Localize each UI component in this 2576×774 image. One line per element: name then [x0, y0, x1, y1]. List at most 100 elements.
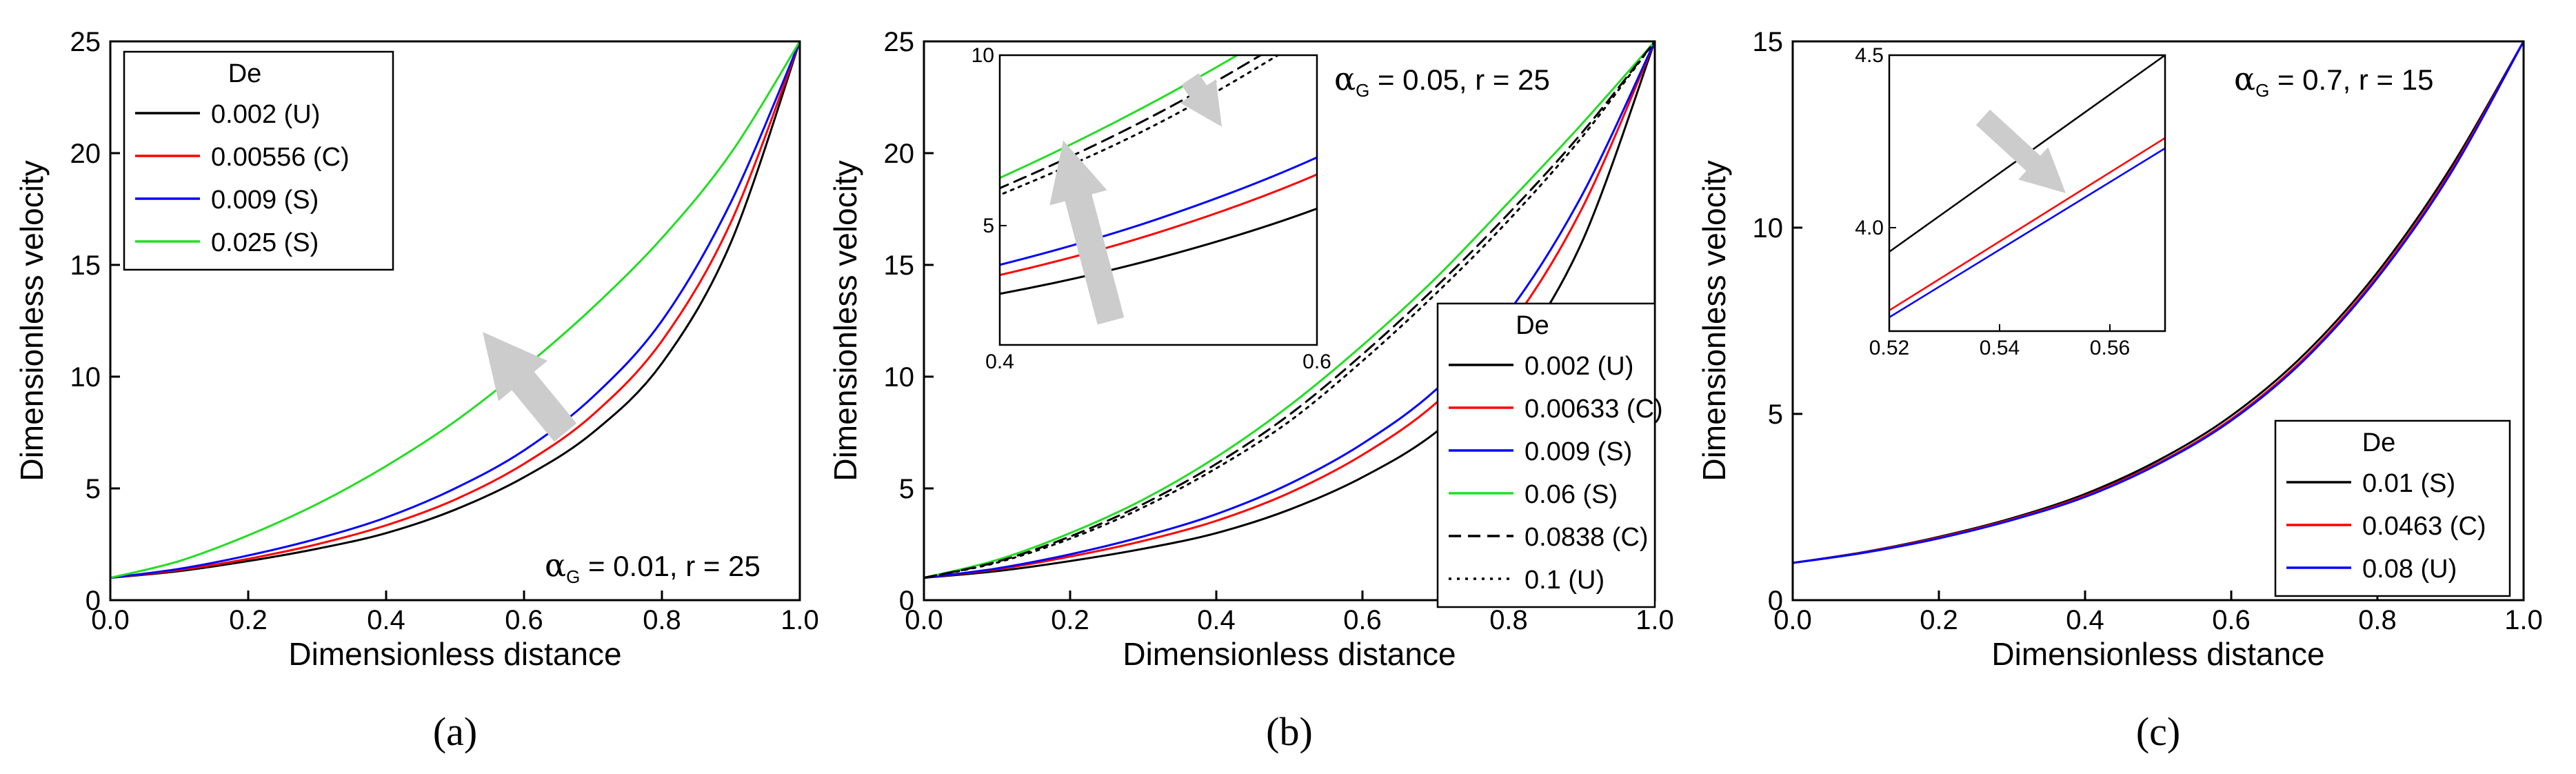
x-axis-label: Dimensionless distance — [1123, 636, 1456, 672]
series-line — [1000, 156, 1317, 266]
x-tick-label: 0.2 — [229, 605, 268, 635]
series-line — [1000, 173, 1317, 277]
panel-a: 0.0 0.2 0.4 0.6 0.8 1.0 0 5 10 15 20 25 Dimensionles… — [14, 27, 819, 754]
inset-x-tick-label: 0.6 — [1302, 350, 1331, 373]
x-tick-label: 0.8 — [1489, 605, 1528, 635]
legend-label: 0.08 (U) — [2362, 555, 2457, 584]
legend-box — [123, 50, 394, 271]
trend-arrow — [483, 332, 577, 442]
x-tick-label: 1.0 — [2504, 605, 2543, 635]
series-line — [110, 41, 800, 579]
legend-label: 0.009 (S) — [1525, 437, 1632, 466]
series-line — [110, 41, 800, 579]
panel-label: (c) — [2136, 709, 2180, 754]
series-group — [1793, 41, 2524, 564]
series-line — [924, 41, 1655, 579]
x-tick-label: 0.4 — [367, 605, 405, 635]
x-tick-label: 0.0 — [91, 605, 130, 635]
series-line — [110, 41, 800, 579]
y-tick-label: 5 — [85, 474, 101, 504]
legend-label: 0.0838 (C) — [1525, 523, 1649, 552]
inset-y-tick-label: 4.0 — [1855, 217, 1884, 239]
inset-plot: 0.4 0.6 5 10 — [972, 44, 1331, 373]
y-axis-label: Dimensionless velocity — [827, 160, 863, 481]
panel-c: 0.0 0.2 0.4 0.6 0.8 1.0 0 5 10 15 Dimensionless di… — [1696, 27, 2543, 754]
x-tick-label: 1.0 — [1636, 605, 1674, 635]
inset-frame — [998, 54, 1318, 346]
legend-label: 0.025 (S) — [211, 228, 319, 257]
x-axis-label: Dimensionless distance — [1991, 636, 2324, 672]
y-tick-label: 15 — [1753, 27, 1784, 57]
series-line — [1793, 41, 2524, 564]
y-axis-label: Dimensionless velocity — [14, 160, 50, 481]
series-group — [1000, 55, 1317, 295]
series-line — [1000, 55, 1263, 190]
inset-background — [1889, 55, 2165, 331]
legend-title: De — [228, 59, 262, 88]
inset-x-tick-label: 0.56 — [2090, 337, 2130, 359]
legend-label: 0.009 (S) — [211, 186, 319, 215]
series-line — [110, 41, 800, 579]
y-tick-label: 10 — [884, 362, 915, 393]
inset-frame — [1888, 54, 2166, 333]
series-line — [924, 41, 1655, 579]
inset-x-tick-label: 0.54 — [1980, 337, 2020, 359]
y-tick-label: 15 — [70, 250, 101, 281]
legend-label: 0.002 (U) — [1525, 352, 1633, 381]
inset-trend-arrow — [1180, 73, 1222, 127]
series-line — [1000, 207, 1317, 295]
series-line — [1000, 55, 1240, 179]
y-tick-label: 15 — [884, 250, 915, 281]
x-tick-label: 0.8 — [643, 605, 681, 635]
y-tick-label: 5 — [899, 474, 914, 504]
x-tick-label: 0.2 — [1051, 605, 1089, 635]
legend-label: 0.01 (S) — [2362, 469, 2455, 498]
legend-title: De — [2362, 428, 2396, 457]
inset-y-tick-label: 10 — [972, 44, 994, 67]
y-tick-label: 5 — [1768, 399, 1783, 430]
x-tick-label: 0.8 — [2358, 605, 2397, 635]
legend-label: 0.002 (U) — [211, 100, 320, 129]
x-tick-label: 0.4 — [1197, 605, 1236, 635]
x-tick-label: 0.2 — [1920, 605, 1958, 635]
legend-label: 0.06 (S) — [1525, 480, 1618, 509]
inset-trend-arrow — [1049, 140, 1125, 325]
panel-b: 0.0 0.2 0.4 0.6 0.8 1.0 0 5 10 15 20 25 Dimensionles… — [827, 27, 1674, 754]
x-tick-label: 0.6 — [1343, 605, 1382, 635]
legend-label: 0.00556 (C) — [211, 143, 350, 172]
inset-y-tick-label: 4.5 — [1855, 44, 1884, 67]
inset-x-tick-label: 0.52 — [1869, 337, 1909, 359]
y-tick-label: 10 — [70, 362, 101, 393]
legend-title: De — [1516, 311, 1549, 340]
x-tick-label: 0.0 — [905, 605, 943, 635]
panel-label: (b) — [1266, 709, 1313, 754]
plot-frame — [109, 40, 801, 602]
legend-box — [1436, 302, 1656, 608]
panel-label: (a) — [433, 709, 477, 754]
series-group — [924, 41, 1655, 579]
plot-frame — [1791, 40, 2525, 602]
inset-series-line — [1889, 137, 2165, 312]
series-line — [924, 41, 1655, 579]
y-tick-label: 0 — [899, 586, 914, 616]
y-tick-label: 25 — [884, 27, 915, 57]
inset-trend-arrow — [1975, 109, 2066, 193]
parameter-annotation: αG = 0.7, r = 15 — [2234, 60, 2433, 101]
legend-label: 0.1 (U) — [1525, 566, 1604, 595]
x-tick-label: 1.0 — [781, 605, 819, 635]
series-group — [110, 41, 800, 579]
inset-y-tick-label: 5 — [983, 215, 994, 237]
parameter-annotation: αG = 0.05, r = 25 — [1334, 60, 1550, 101]
inset-series-line — [1889, 147, 2165, 319]
x-tick-label: 0.6 — [2212, 605, 2251, 635]
y-tick-label: 20 — [884, 139, 915, 169]
x-tick-label: 0.6 — [505, 605, 543, 635]
parameter-annotation: αG = 0.01, r = 25 — [545, 546, 761, 587]
y-tick-label: 20 — [70, 139, 101, 169]
y-tick-label: 10 — [1753, 213, 1784, 244]
y-axis-label: Dimensionless velocity — [1696, 160, 1732, 481]
legend-label: 0.0463 (C) — [2362, 512, 2486, 541]
series-line — [924, 41, 1655, 579]
series-line — [924, 41, 1655, 579]
